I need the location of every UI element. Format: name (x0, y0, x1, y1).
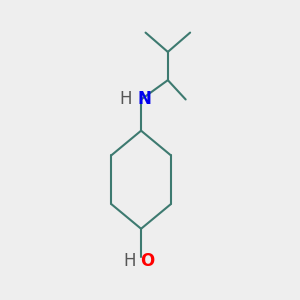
Text: H: H (123, 252, 135, 270)
Text: H: H (119, 90, 132, 108)
Text: N: N (138, 90, 152, 108)
Text: O: O (140, 252, 155, 270)
